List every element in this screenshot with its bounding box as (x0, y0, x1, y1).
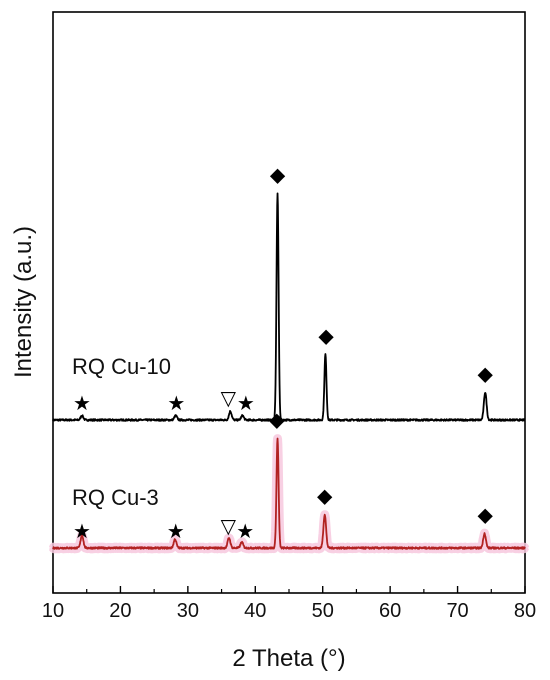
diamond-marker: ◆ (318, 323, 334, 347)
diamond-marker: ◆ (478, 361, 494, 385)
series-line-2 (52, 437, 526, 550)
diamond-marker: ◆ (269, 408, 285, 432)
star-marker: ★ (167, 391, 185, 415)
diamond-marker: ◆ (478, 502, 494, 526)
x-axis-ticks: 10 20 30 40 50 60 70 80 (42, 586, 536, 622)
x-tick-label: 60 (379, 600, 401, 622)
x-tick-label: 40 (244, 600, 266, 622)
x-tick-label: 50 (312, 600, 334, 622)
diamond-marker: ◆ (270, 163, 286, 187)
diamond-marker: ◆ (317, 483, 333, 507)
triangle-marker: ▽ (221, 386, 237, 410)
star-marker: ★ (236, 519, 254, 543)
series-label: RQ Cu-10 (72, 354, 171, 379)
x-axis-title: 2 Theta (°) (232, 645, 345, 672)
series-line-1 (52, 192, 526, 422)
series-labels: RQ Cu-10 RQ Cu-3 (72, 354, 171, 510)
x-tick-label: 80 (514, 600, 536, 622)
x-tick-label: 10 (42, 600, 64, 622)
star-marker: ★ (73, 519, 91, 543)
peak-markers: ★ ★ ▽ ★◆◆◆★ ★ ▽ ★◆◆◆ (73, 163, 493, 543)
triangle-marker: ▽ (221, 514, 237, 538)
x-tick-label: 30 (177, 600, 199, 622)
y-axis-title: Intensity (a.u.) (10, 226, 37, 378)
series-label: RQ Cu-3 (72, 485, 159, 510)
star-marker: ★ (73, 391, 91, 415)
x-tick-label: 70 (446, 600, 468, 622)
star-marker: ★ (167, 519, 185, 543)
star-marker: ★ (237, 391, 255, 415)
series-layer (48, 192, 530, 554)
x-tick-label: 20 (109, 600, 131, 622)
